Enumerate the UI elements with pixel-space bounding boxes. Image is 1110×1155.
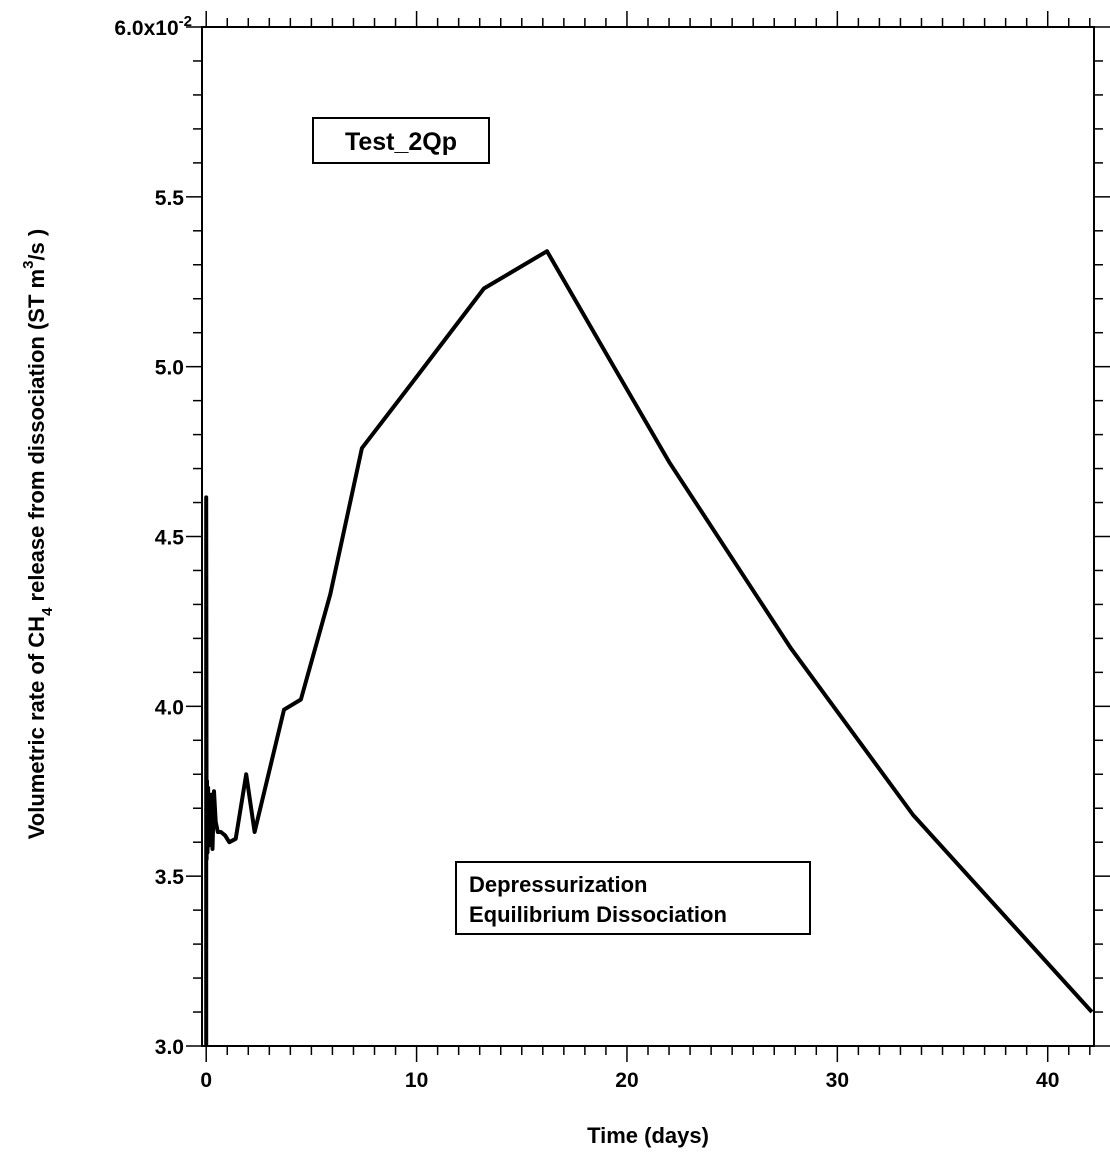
x-tick-label: 0: [200, 1069, 212, 1092]
x-tick-label: 20: [615, 1069, 638, 1092]
y-tick-label: 5.5: [155, 187, 185, 210]
x-axis-label: Time (days): [587, 1123, 709, 1148]
annotation-process-box: [455, 861, 811, 935]
x-tick-label: 40: [1036, 1069, 1059, 1092]
y-tick-label: 4.0: [155, 696, 184, 719]
x-tick-label: 10: [405, 1069, 428, 1092]
plot-frame: [201, 26, 1095, 1047]
tick-marks: [186, 11, 1110, 1062]
y-tick-label: 5.0: [155, 357, 184, 380]
y-tick-label: 3.0: [155, 1036, 184, 1059]
y-tick-label: 4.5: [155, 527, 185, 550]
annotation-test-id: Test_2Qp: [312, 117, 490, 164]
annotation-test-id-text: Test_2Qp: [345, 128, 457, 156]
tick-labels: 0 10 20 30 40 3.0 3.5 4.0 4.5 5.0 5.5: [155, 187, 1060, 1092]
y-tick-label: 3.5: [155, 866, 185, 889]
annotation-process: Depressurization Equilibrium Dissociatio…: [455, 861, 811, 935]
annotation-test-id-box: [312, 117, 490, 164]
annotation-process-line-1: Depressurization: [469, 872, 648, 897]
series-line: [204, 249, 1094, 1046]
y-axis-label: Volumetric rate of CH4 release from diss…: [20, 229, 56, 839]
x-tick-label: 30: [826, 1069, 849, 1092]
annotation-process-line-2: Equilibrium Dissociation: [469, 902, 727, 927]
y-axis-top-label: 6.0x10-2: [114, 13, 192, 40]
